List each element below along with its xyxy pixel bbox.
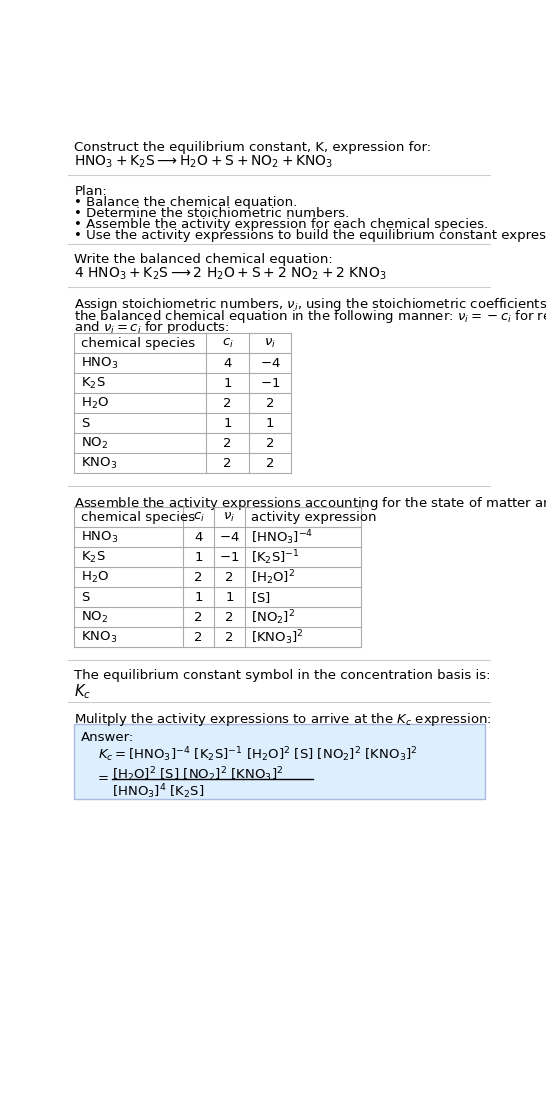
Text: chemical species: chemical species: [81, 337, 195, 349]
Text: • Use the activity expressions to build the equilibrium constant expression.: • Use the activity expressions to build …: [74, 228, 546, 242]
Text: $-4$: $-4$: [219, 531, 240, 543]
Text: Write the balanced chemical equation:: Write the balanced chemical equation:: [74, 253, 333, 266]
Text: $[\mathrm{S}]$: $[\mathrm{S}]$: [251, 590, 271, 604]
Text: $\mathrm{KNO_3}$: $\mathrm{KNO_3}$: [81, 456, 117, 471]
Text: 1: 1: [194, 551, 203, 563]
Text: 2: 2: [194, 611, 203, 624]
Text: 1: 1: [266, 417, 275, 430]
Text: 4: 4: [194, 531, 203, 543]
Text: $[\mathrm{K_2S}]^{-1}$: $[\mathrm{K_2S}]^{-1}$: [251, 548, 300, 567]
Text: $[\mathrm{H_2O}]^2$: $[\mathrm{H_2O}]^2$: [251, 568, 295, 587]
Text: Assemble the activity expressions accounting for the state of matter and $\nu_i$: Assemble the activity expressions accoun…: [74, 495, 546, 512]
Text: $\mathrm{NO_2}$: $\mathrm{NO_2}$: [81, 436, 108, 451]
Text: chemical species: chemical species: [81, 511, 195, 523]
Text: 2: 2: [223, 437, 232, 450]
Text: $[\mathrm{H_2O}]^2\ [\mathrm{S}]\ [\mathrm{NO_2}]^2\ [\mathrm{KNO_3}]^2$: $[\mathrm{H_2O}]^2\ [\mathrm{S}]\ [\math…: [111, 765, 283, 784]
Text: $\nu_i$: $\nu_i$: [264, 337, 276, 349]
Text: $\mathrm{H_2O}$: $\mathrm{H_2O}$: [81, 570, 109, 584]
Text: $\mathrm{H_2O}$: $\mathrm{H_2O}$: [81, 396, 109, 411]
Text: $\mathrm{HNO_3}$: $\mathrm{HNO_3}$: [81, 530, 118, 545]
Text: • Balance the chemical equation.: • Balance the chemical equation.: [74, 196, 298, 210]
Text: $\mathrm{4\ HNO_3 + K_2S \longrightarrow 2\ H_2O + S + 2\ NO_2 + 2\ KNO_3}$: $\mathrm{4\ HNO_3 + K_2S \longrightarrow…: [74, 265, 387, 282]
Text: $K_c$: $K_c$: [74, 682, 92, 701]
Text: The equilibrium constant symbol in the concentration basis is:: The equilibrium constant symbol in the c…: [74, 669, 491, 682]
Text: 2: 2: [266, 397, 275, 410]
Text: 2: 2: [266, 457, 275, 470]
Text: $-1$: $-1$: [260, 377, 280, 390]
Text: the balanced chemical equation in the following manner: $\nu_i = -c_i$ for react: the balanced chemical equation in the fo…: [74, 308, 546, 325]
Text: $[\mathrm{KNO_3}]^2$: $[\mathrm{KNO_3}]^2$: [251, 628, 304, 647]
Text: $[\mathrm{NO_2}]^2$: $[\mathrm{NO_2}]^2$: [251, 608, 295, 627]
Text: Plan:: Plan:: [74, 185, 107, 197]
Text: $-1$: $-1$: [219, 551, 240, 563]
Text: $c_i$: $c_i$: [193, 511, 204, 523]
Text: 1: 1: [194, 591, 203, 604]
Bar: [74, 724, 485, 800]
Text: Assign stoichiometric numbers, $\nu_i$, using the stoichiometric coefficients, $: Assign stoichiometric numbers, $\nu_i$, …: [74, 296, 546, 314]
Text: Construct the equilibrium constant, K, expression for:: Construct the equilibrium constant, K, e…: [74, 141, 431, 154]
Text: 2: 2: [225, 611, 234, 624]
Text: $\mathrm{K_2S}$: $\mathrm{K_2S}$: [81, 550, 105, 564]
Text: $[\mathrm{HNO_3}]^{-4}$: $[\mathrm{HNO_3}]^{-4}$: [251, 528, 313, 547]
Bar: [74, 334, 292, 474]
Text: • Assemble the activity expression for each chemical species.: • Assemble the activity expression for e…: [74, 217, 489, 231]
Text: S: S: [81, 591, 89, 604]
Text: and $\nu_i = c_i$ for products:: and $\nu_i = c_i$ for products:: [74, 319, 230, 336]
Text: $\mathrm{HNO_3 + K_2S \longrightarrow H_2O + S + NO_2 + KNO_3}$: $\mathrm{HNO_3 + K_2S \longrightarrow H_…: [74, 154, 334, 171]
Text: $\mathrm{HNO_3}$: $\mathrm{HNO_3}$: [81, 356, 118, 370]
Text: Mulitply the activity expressions to arrive at the $K_c$ expression:: Mulitply the activity expressions to arr…: [74, 711, 492, 729]
Text: • Determine the stoichiometric numbers.: • Determine the stoichiometric numbers.: [74, 207, 349, 220]
Text: =: =: [98, 772, 109, 785]
Text: $\mathrm{KNO_3}$: $\mathrm{KNO_3}$: [81, 630, 117, 645]
Text: 2: 2: [225, 571, 234, 583]
Text: activity expression: activity expression: [251, 511, 377, 523]
Text: 2: 2: [194, 571, 203, 583]
Text: $c_i$: $c_i$: [222, 337, 234, 349]
Text: 1: 1: [225, 591, 234, 604]
Text: $-4$: $-4$: [260, 357, 281, 369]
Text: $K_c = [\mathrm{HNO_3}]^{-4}\ [\mathrm{K_2S}]^{-1}\ [\mathrm{H_2O}]^2\ [\mathrm{: $K_c = [\mathrm{HNO_3}]^{-4}\ [\mathrm{K…: [98, 745, 417, 764]
Text: $\nu_i$: $\nu_i$: [223, 511, 235, 523]
Text: $\mathrm{NO_2}$: $\mathrm{NO_2}$: [81, 610, 108, 625]
Text: 1: 1: [223, 417, 232, 430]
Text: S: S: [81, 417, 89, 430]
Text: 2: 2: [194, 631, 203, 644]
Text: 2: 2: [225, 631, 234, 644]
Text: 4: 4: [223, 357, 232, 369]
Text: 2: 2: [266, 437, 275, 450]
Text: 2: 2: [223, 397, 232, 410]
Text: Answer:: Answer:: [81, 731, 134, 744]
Text: $\mathrm{K_2S}$: $\mathrm{K_2S}$: [81, 376, 105, 390]
Text: $[\mathrm{HNO_3}]^4\ [\mathrm{K_2S}]$: $[\mathrm{HNO_3}]^4\ [\mathrm{K_2S}]$: [111, 782, 204, 801]
Text: 2: 2: [223, 457, 232, 470]
Bar: [74, 507, 361, 648]
Text: 1: 1: [223, 377, 232, 390]
